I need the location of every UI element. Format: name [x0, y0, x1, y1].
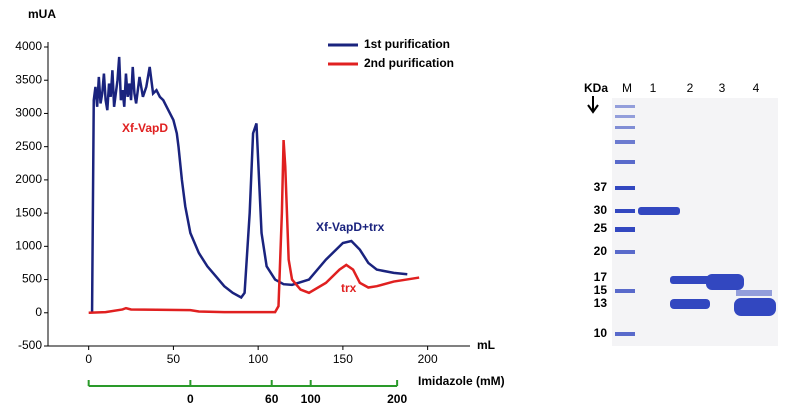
- y-tick-label: 3000: [15, 106, 42, 120]
- gel-bands: [615, 105, 776, 336]
- marker-label: 10: [594, 326, 608, 340]
- y-tick-label: 1000: [15, 239, 42, 253]
- lane-label: 3: [719, 81, 726, 95]
- imidazole-tick-label: 200: [387, 392, 407, 406]
- annotation: Xf-VapD: [122, 121, 168, 135]
- x-axis-label: mL: [477, 338, 495, 352]
- x-tick-label: 200: [418, 352, 438, 366]
- lane-label: 2: [687, 81, 694, 95]
- imidazole-tick-label: 0: [187, 392, 194, 406]
- x-tick-label: 150: [333, 352, 353, 366]
- gel-unit: KDa: [584, 81, 608, 95]
- marker-label: 15: [594, 283, 608, 297]
- y-axis-label: mUA: [28, 7, 56, 21]
- lane-label: M: [622, 81, 632, 95]
- legend-label: 2nd purification: [364, 56, 454, 70]
- marker-label: 37: [594, 180, 608, 194]
- y-tick-label: 4000: [15, 39, 42, 53]
- imidazole-title: Imidazole (mM): [418, 374, 505, 388]
- lane-label: 1: [650, 81, 657, 95]
- marker-label: 13: [594, 296, 608, 310]
- y-tick-label: 2000: [15, 172, 42, 186]
- y-tick-label: 1500: [15, 205, 42, 219]
- y-tick-label: 500: [22, 272, 42, 286]
- marker-label: 17: [594, 270, 608, 284]
- legend-label: 1st purification: [364, 37, 450, 51]
- arrow: [587, 96, 599, 114]
- x-tick-label: 100: [248, 352, 268, 366]
- marker-label: 30: [594, 203, 608, 217]
- line: [90, 56, 408, 313]
- annotation: trx: [341, 281, 357, 295]
- imidazole-tick-label: 60: [265, 392, 279, 406]
- annotation: Xf-VapD+trx: [316, 220, 385, 234]
- marker-label: 20: [594, 244, 608, 258]
- y-tick-label: 0: [35, 305, 42, 319]
- lane-label: 4: [753, 81, 760, 95]
- line: [88, 139, 420, 315]
- marker-label: 25: [594, 221, 608, 235]
- imidazole-tick-label: 100: [301, 392, 321, 406]
- y-tick-label: 2500: [15, 139, 42, 153]
- y-tick-label: 3500: [15, 72, 42, 86]
- x-tick-label: 50: [167, 352, 181, 366]
- y-tick-label: -500: [18, 338, 42, 352]
- x-tick-label: 0: [85, 352, 92, 366]
